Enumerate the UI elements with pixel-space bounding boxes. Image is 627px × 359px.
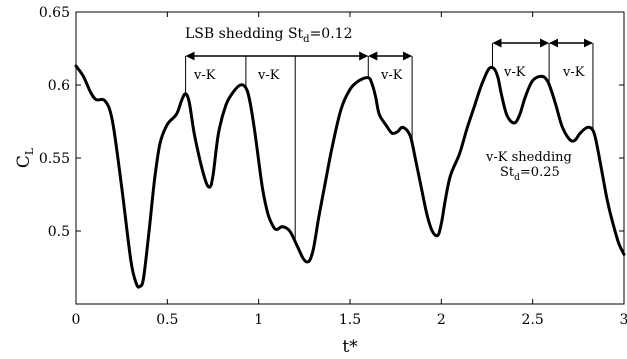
- y-tick-label: 0.65: [39, 5, 70, 21]
- x-tick-label: 1: [254, 312, 263, 328]
- y-tick-label: 0.55: [39, 151, 70, 167]
- period-marker-lines: [185, 43, 594, 242]
- x-tick-label: 0: [72, 312, 81, 328]
- vk-label-4: v-K: [503, 65, 526, 80]
- x-tick-label: 2.5: [522, 312, 544, 328]
- y-tick-label: 0.5: [48, 224, 70, 240]
- vk-shedding-label: v-K shedding: [485, 150, 572, 165]
- vk-label-3: v-K: [380, 68, 403, 83]
- svg-text:CL: CL: [14, 147, 36, 168]
- vk-label-1: v-K: [193, 68, 216, 83]
- x-tick-label: 3: [620, 312, 627, 328]
- x-tick-label: 2: [437, 312, 446, 328]
- y-tick-label: 0.6: [48, 78, 70, 94]
- period-arrows: [185, 38, 593, 61]
- vk-shedding-st: Std=0.25: [500, 165, 560, 183]
- x-tick-label: 0.5: [156, 312, 178, 328]
- vk-label-2: v-K: [257, 68, 280, 83]
- axis-ticks: [75, 11, 625, 304]
- lsb-shedding-label: LSB shedding Std=0.12: [185, 26, 352, 45]
- axis-tick-labels: 0 0.5 1 1.5 2 2.5 3 0.5 0.55 0.6 0.65: [39, 5, 627, 328]
- cl-series-line: [74, 64, 626, 289]
- y-axis-label: CL: [14, 147, 36, 168]
- vk-label-5: v-K: [562, 65, 585, 80]
- x-axis-label: t*: [342, 337, 358, 357]
- x-tick-label: 1.5: [339, 312, 361, 328]
